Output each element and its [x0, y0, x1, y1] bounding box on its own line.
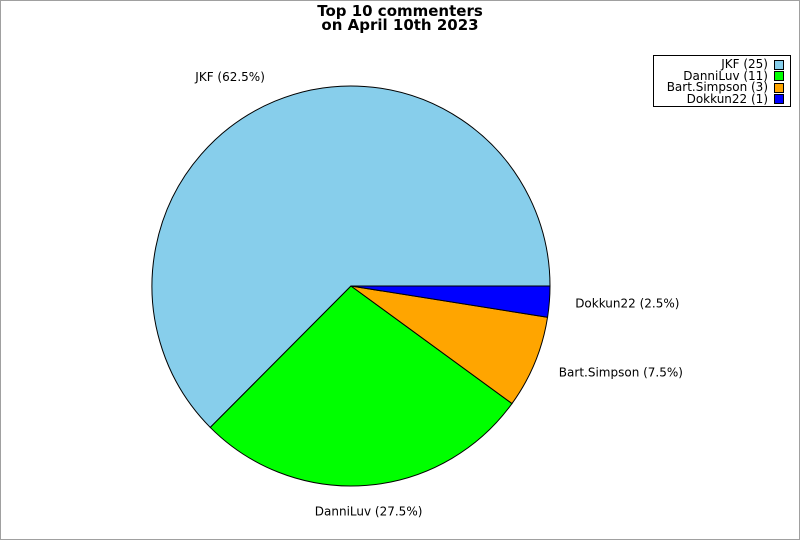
pie-slice-dokkun22 [350, 285, 551, 318]
legend-item: DanniLuv (11) [654, 68, 784, 83]
legend-swatch [774, 71, 784, 82]
pie-slice-danniluv [209, 285, 513, 487]
legend-item: Dokkun22 (1) [654, 91, 784, 106]
legend-item: Bart.Simpson (3) [654, 80, 784, 95]
legend-item: JKF (25) [654, 57, 784, 72]
legend-swatch [774, 94, 784, 105]
slice-label: Bart.Simpson (7.5%) [559, 366, 683, 380]
slice-label: JKF (62.5%) [194, 70, 265, 84]
legend-label: Dokkun22 (1) [686, 91, 768, 106]
legend-label: Bart.Simpson (3) [666, 80, 768, 95]
legend-swatch [774, 59, 784, 70]
chart-title: Top 10 commenters [317, 2, 483, 20]
legend-label: DanniLuv (11) [683, 68, 768, 83]
pie-slice-jkf [151, 85, 551, 429]
legend-swatch [774, 82, 784, 93]
slice-label: DanniLuv (27.5%) [315, 504, 423, 518]
slice-label: Dokkun22 (2.5%) [575, 297, 679, 311]
chart-legend: JKF (25) DanniLuv (11) Bart.Simpson (3) … [653, 55, 791, 107]
legend-label: JKF (25) [721, 57, 768, 72]
chart-subtitle: on April 10th 2023 [321, 16, 479, 34]
